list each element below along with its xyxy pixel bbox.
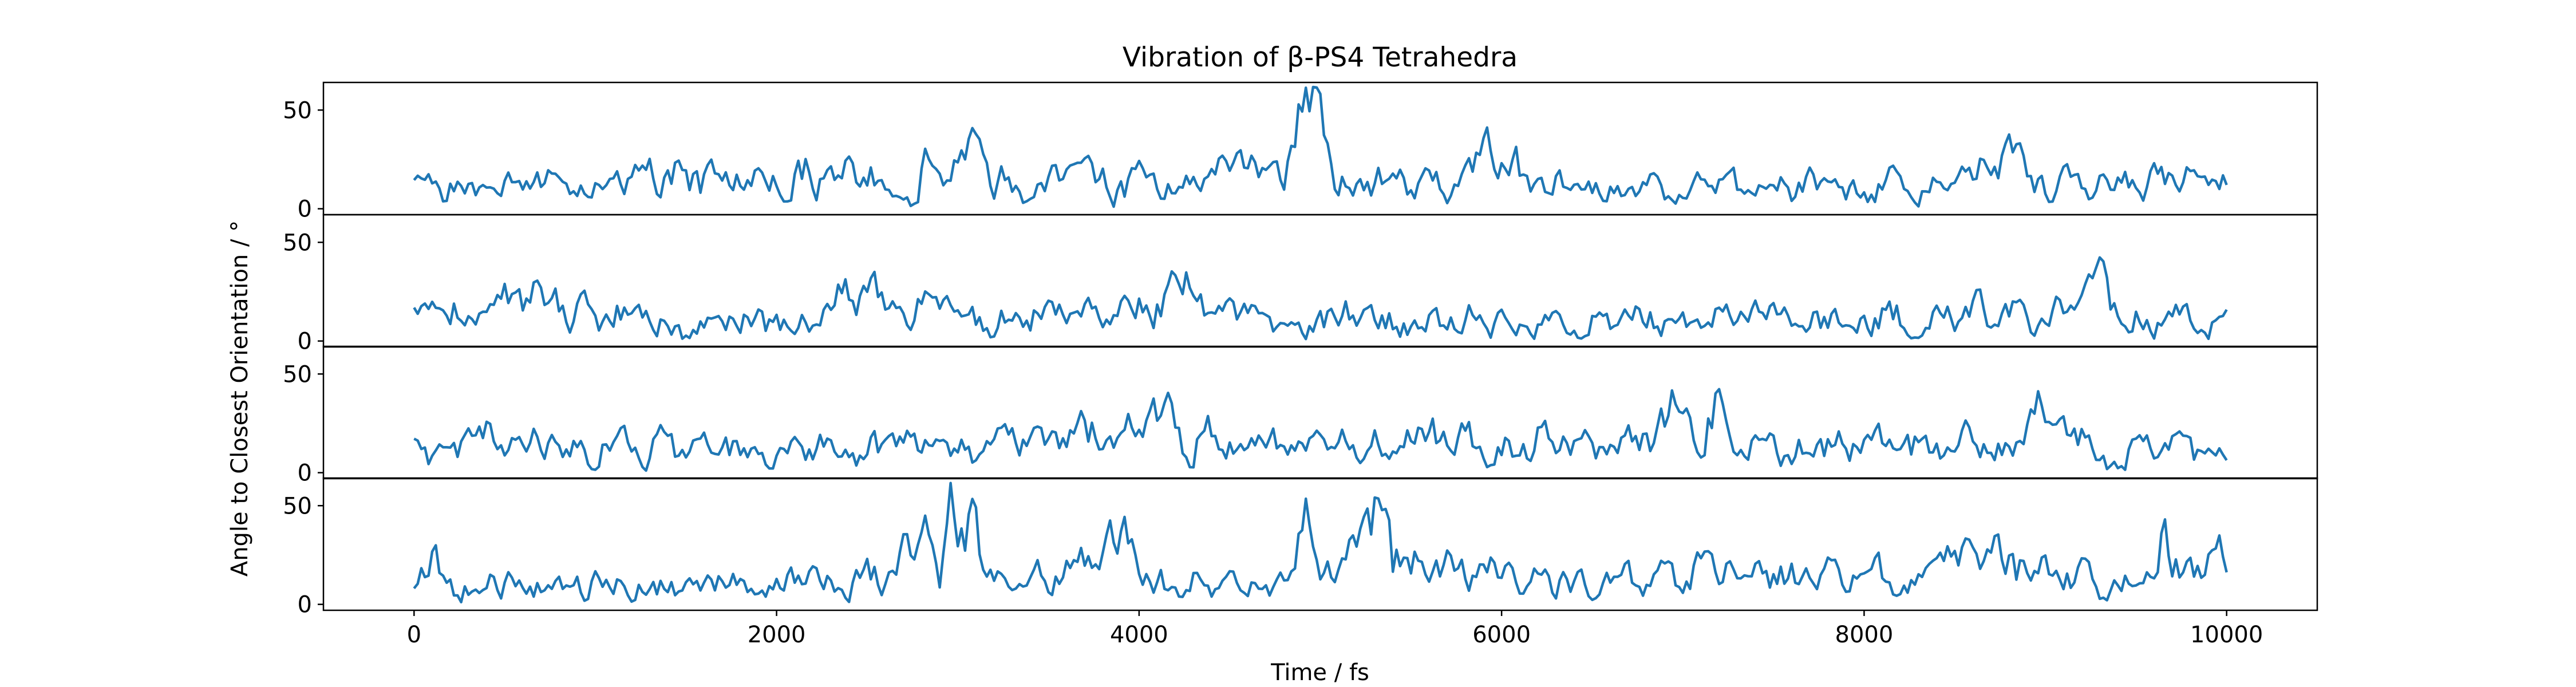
subplot-4: 0 50 bbox=[283, 477, 2318, 618]
y-axis-label: Angle to Closest Orientation / ° bbox=[227, 220, 253, 577]
y-tick-label: 50 bbox=[283, 493, 312, 519]
y-tick-label: 0 bbox=[298, 196, 312, 223]
y-tick-label: 0 bbox=[298, 329, 312, 355]
subplot-frame bbox=[322, 477, 2318, 611]
x-tick-label: 8000 bbox=[1835, 622, 1894, 648]
y-tick-label: 0 bbox=[298, 460, 312, 487]
x-axis: 0 2000 4000 6000 8000 10000 bbox=[407, 610, 2263, 648]
x-tick-label: 0 bbox=[407, 622, 421, 648]
x-tick-label: 6000 bbox=[1472, 622, 1531, 648]
panels: 0 50 0 50 0 50 0 50 bbox=[283, 81, 2318, 618]
y-tick-label: 0 bbox=[298, 592, 312, 618]
series-line-2 bbox=[413, 256, 2228, 341]
x-tick-label: 10000 bbox=[2190, 622, 2263, 648]
y-tick-label: 50 bbox=[283, 361, 312, 388]
series-line-1 bbox=[413, 85, 2228, 208]
chart-title: Vibration of β-PS4 Tetrahedra bbox=[1123, 42, 1518, 73]
x-tick-label: 4000 bbox=[1110, 622, 1168, 648]
x-tick-label: 2000 bbox=[748, 622, 806, 648]
y-tick-label: 50 bbox=[283, 230, 312, 256]
series-line-4 bbox=[413, 481, 2228, 604]
series-line-3 bbox=[413, 388, 2228, 472]
x-axis-label: Time / fs bbox=[1270, 660, 1369, 686]
y-tick-label: 50 bbox=[283, 97, 312, 124]
